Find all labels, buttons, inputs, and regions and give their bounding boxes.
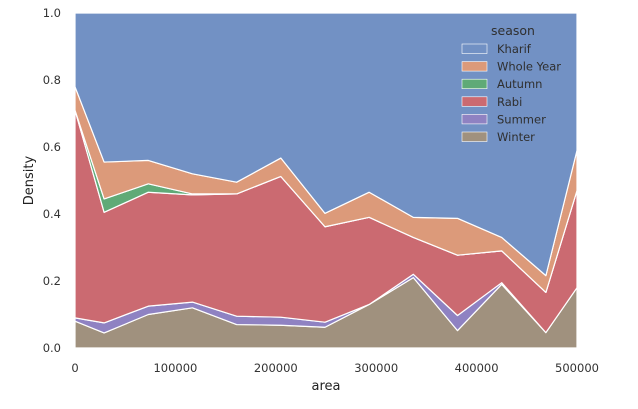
legend-title: season: [491, 23, 535, 38]
x-tick-label: 200000: [254, 361, 298, 375]
legend-swatch-summer: [461, 114, 488, 125]
stacked-areas: [74, 12, 578, 349]
y-tick-label: 0.0: [43, 341, 61, 355]
legend-label-summer: Summer: [497, 112, 546, 126]
area-kharif: [74, 12, 578, 277]
x-tick-label: 100000: [153, 361, 197, 375]
legend-label-autumn: Autumn: [497, 77, 542, 91]
y-tick-label: 0.2: [43, 274, 61, 288]
y-axis-ticks: 0.0 0.2 0.4 0.6 0.8 1.0: [43, 6, 61, 355]
legend-swatch-rabi: [461, 96, 488, 107]
legend-swatch-kharif: [461, 43, 488, 54]
y-tick-label: 0.8: [43, 73, 61, 87]
x-axis-ticks: 0 100000 200000 300000 400000 500000: [71, 361, 599, 375]
y-tick-label: 0.6: [43, 140, 61, 154]
x-axis-title: area: [312, 379, 341, 394]
y-tick-label: 0.4: [43, 207, 61, 221]
legend-label-whole-year: Whole Year: [497, 60, 561, 74]
y-axis-title: Density: [22, 155, 37, 205]
x-tick-label: 300000: [354, 361, 398, 375]
legend-label-winter: Winter: [497, 130, 535, 144]
legend-swatch-winter: [461, 131, 488, 142]
y-tick-label: 1.0: [43, 6, 61, 20]
legend-label-rabi: Rabi: [497, 95, 522, 109]
legend: season Kharif Whole Year Autumn Rabi Summer W…: [461, 23, 561, 144]
legend-swatch-whole-year: [461, 61, 488, 72]
legend-swatch-autumn: [461, 78, 488, 89]
x-tick-label: 500000: [555, 361, 599, 375]
x-tick-label: 400000: [455, 361, 499, 375]
legend-label-kharif: Kharif: [497, 42, 532, 56]
x-tick-label: 0: [71, 361, 78, 375]
